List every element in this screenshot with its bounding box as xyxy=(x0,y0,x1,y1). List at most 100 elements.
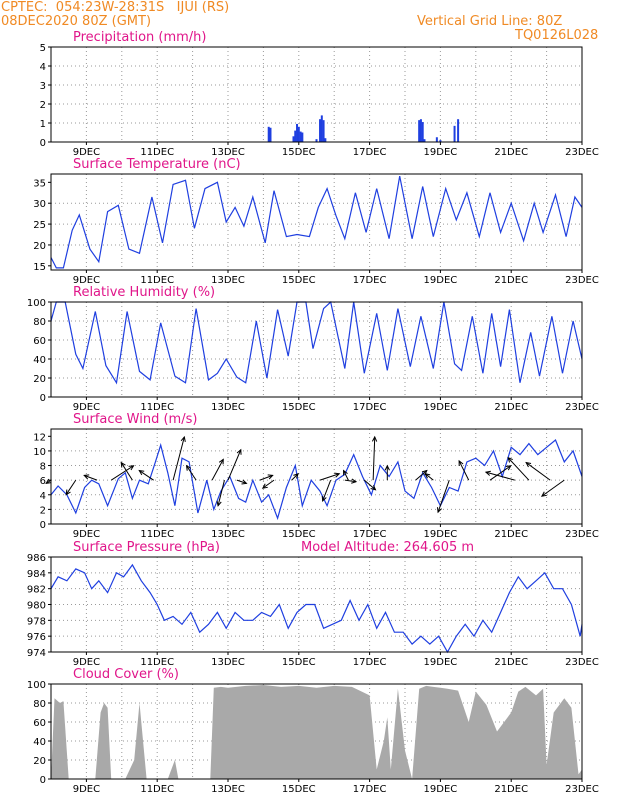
wind-arrow-head xyxy=(128,465,135,471)
precip-bar xyxy=(269,127,272,142)
x-tick-label: 11DEC xyxy=(140,784,174,795)
x-tick-label: 9DEC xyxy=(73,529,100,540)
wind-arrow-head xyxy=(138,469,145,476)
precip-bar xyxy=(418,120,421,142)
x-tick-label: 17DEC xyxy=(353,529,387,540)
wind-arrow-shaft xyxy=(84,474,98,481)
precip-bar xyxy=(292,136,295,142)
wind-arrow-shaft xyxy=(236,479,247,484)
x-tick-label: 21DEC xyxy=(494,529,528,540)
y-tick-label: 984 xyxy=(27,569,46,580)
x-tick-label: 19DEC xyxy=(424,784,458,795)
wind-arrow-shaft xyxy=(319,473,340,481)
x-tick-label: 21DEC xyxy=(494,657,528,668)
x-tick-label: 23DEC xyxy=(565,529,599,540)
x-tick-label: 17DEC xyxy=(353,275,387,286)
y-tick-label: 4 xyxy=(40,491,46,502)
header-date: 08DEC2020 80Z (GMT) xyxy=(1,14,152,29)
x-tick-label: 13DEC xyxy=(211,529,245,540)
y-tick-label: 4 xyxy=(40,62,46,73)
x-tick-label: 15DEC xyxy=(282,529,316,540)
wind-arrow-shaft xyxy=(259,474,273,481)
x-tick-label: 15DEC xyxy=(282,657,316,668)
wind-arrow-head xyxy=(321,495,327,503)
x-tick-label: 15DEC xyxy=(282,147,316,158)
wind-arrow-head xyxy=(343,469,348,476)
wind-arrow-shaft xyxy=(437,479,450,513)
x-tick-label: 23DEC xyxy=(565,784,599,795)
wind-arrow-shaft xyxy=(415,470,428,481)
y-tick-label: 8 xyxy=(40,462,46,473)
wind-arrow-shaft xyxy=(186,465,197,481)
x-tick-label: 15DEC xyxy=(282,402,316,413)
wind-arrow-head xyxy=(293,472,299,479)
panel-title: Surface Wind (m/s) xyxy=(73,412,197,427)
x-tick-label: 17DEC xyxy=(353,402,387,413)
x-tick-label: 11DEC xyxy=(140,657,174,668)
y-tick-label: 12 xyxy=(33,432,46,443)
header-vertical-grid: Vertical Grid Line: 80Z xyxy=(417,14,563,29)
wind-arrow-shaft xyxy=(541,479,565,497)
wind-arrow-shaft xyxy=(65,479,77,495)
precip-bar xyxy=(296,123,299,142)
panel-rh: 0 20 40 60 80 100 9DEC 11DEC 13DEC 15DEC 17DEC 19DE… xyxy=(27,285,599,413)
panel-temp: 15 20 25 30 35 9DEC 11DEC 13DEC 15DEC 17DEC 19DEC 2… xyxy=(33,157,599,286)
panel-frame xyxy=(50,46,583,143)
wind-arrow-shaft xyxy=(211,459,224,481)
x-tick-label: 11DEC xyxy=(140,402,174,413)
wind-arrow-shaft xyxy=(217,480,225,506)
precip-bar xyxy=(320,115,323,142)
x-tick-label: 21DEC xyxy=(494,275,528,286)
wind-arrow-head xyxy=(236,448,242,455)
x-tick-label: 15DEC xyxy=(282,275,316,286)
x-tick-label: 23DEC xyxy=(565,657,599,668)
wind-arrow-shaft xyxy=(525,462,551,481)
y-tick-label: 2 xyxy=(40,100,46,111)
y-tick-label: 6 xyxy=(40,476,46,487)
x-tick-label: 11DEC xyxy=(140,529,174,540)
panel-frame xyxy=(50,428,583,525)
precip-bar xyxy=(267,126,270,142)
x-tick-label: 19DEC xyxy=(424,657,458,668)
wind-arrow-head xyxy=(371,435,378,442)
precip-bar xyxy=(453,125,456,142)
x-tick-label: 9DEC xyxy=(73,275,100,286)
y-tick-label: 25 xyxy=(33,220,46,231)
wind-arrow-shaft xyxy=(343,470,349,481)
wind-arrow-shaft xyxy=(291,473,299,481)
x-tick-label: 9DEC xyxy=(73,402,100,413)
x-tick-label: 11DEC xyxy=(140,147,174,158)
precip-bar xyxy=(301,132,304,142)
y-tick-label: 982 xyxy=(27,585,46,596)
wind-arrow-shaft xyxy=(322,479,332,502)
precip-bar xyxy=(421,122,424,142)
panel-frame xyxy=(50,556,583,653)
y-tick-label: 100 xyxy=(27,680,46,691)
precip-bar xyxy=(324,138,327,142)
wind-arrow-shaft xyxy=(227,449,242,481)
wind-arrow-shaft xyxy=(458,460,470,481)
x-tick-label: 13DEC xyxy=(211,657,245,668)
x-tick-label: 9DEC xyxy=(73,657,100,668)
wind-series-line xyxy=(50,439,583,521)
y-tick-label: 10 xyxy=(33,447,46,458)
x-tick-label: 9DEC xyxy=(73,784,100,795)
panel-frame xyxy=(50,683,583,780)
panel-pressure: 974 976 978 980 982 984 986 9DEC 11DEC 13DEC 15DEC… xyxy=(27,540,599,668)
x-tick-label: 21DEC xyxy=(494,147,528,158)
x-tick-label: 13DEC xyxy=(211,784,245,795)
panel-frame xyxy=(50,301,583,398)
wind-arrow-shaft xyxy=(425,473,434,481)
panel-title: Surface Pressure (hPa) xyxy=(73,540,220,555)
wind-arrow-shaft xyxy=(485,471,515,481)
precip-bar xyxy=(423,139,426,142)
x-tick-label: 11DEC xyxy=(140,275,174,286)
wind-arrow-head xyxy=(267,474,274,480)
header-model-id: TQ0126L028 xyxy=(515,28,599,43)
x-tick-label: 13DEC xyxy=(211,402,245,413)
y-tick-label: 40 xyxy=(33,737,46,748)
y-tick-label: 3 xyxy=(40,81,46,92)
x-tick-label: 19DEC xyxy=(424,147,458,158)
y-tick-label: 5 xyxy=(40,43,46,54)
